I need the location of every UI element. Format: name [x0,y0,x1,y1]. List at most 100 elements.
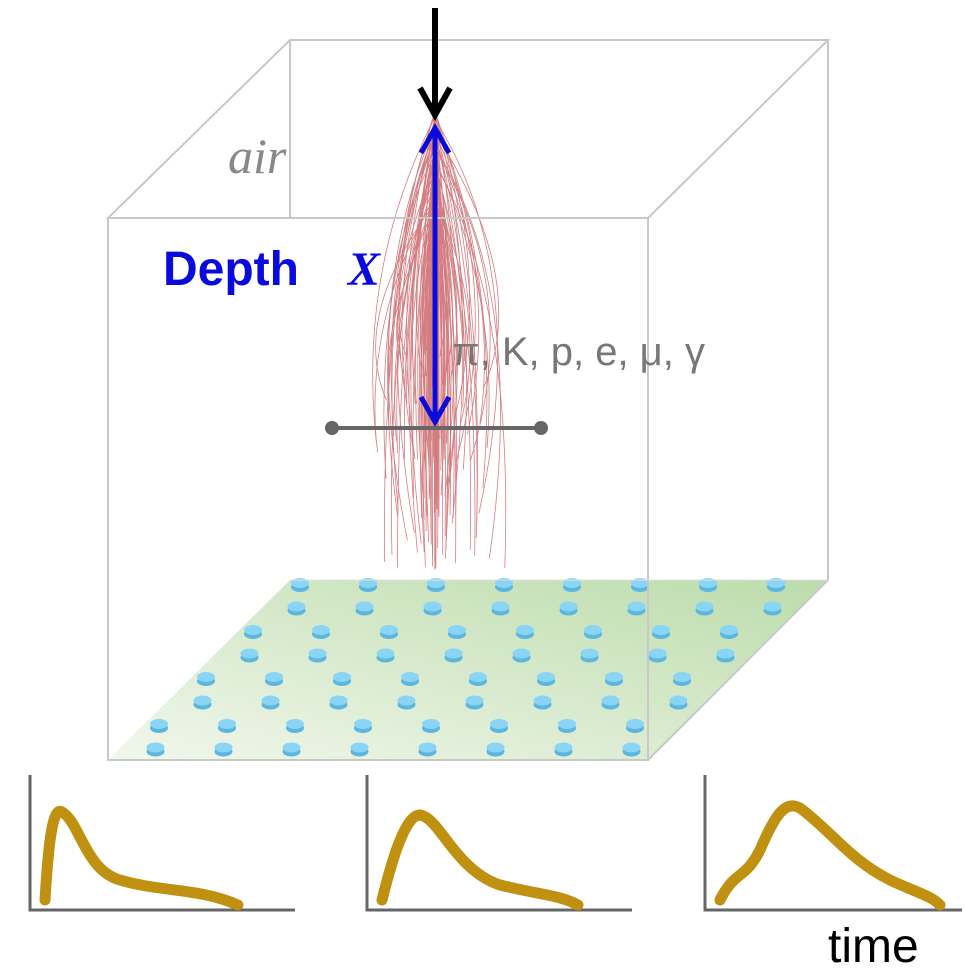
detector [401,672,419,682]
detector [490,719,508,729]
shower-track [434,159,458,380]
shower-track [415,139,436,378]
detector [312,625,330,635]
shower-track [434,111,478,539]
detector [580,648,599,659]
shower-track [434,118,498,514]
depth-symbol: X [346,243,381,296]
detector [486,742,505,753]
detector [218,719,236,729]
cube [105,39,831,580]
detector [669,695,688,706]
detector [627,601,646,612]
detector [512,648,531,659]
detector [558,719,576,729]
shower-track [372,116,436,453]
detector-array [146,578,785,757]
detector [444,648,463,659]
shower-track [425,197,436,532]
detector [286,719,304,729]
detector [537,672,555,682]
detector [491,601,510,612]
depth-label: Depth [163,243,299,296]
detector [763,601,782,612]
detector [261,695,280,706]
air-label: air [228,128,287,184]
detector [150,719,168,729]
shower-track [419,203,436,518]
shower-track [387,128,436,517]
shower-track [406,148,436,405]
detector [214,742,233,753]
signal-traces [39,800,946,911]
detector [465,695,484,706]
detector [716,648,735,659]
depth-arrowhead [418,122,452,155]
ground-plane [108,580,828,760]
detector [469,672,487,682]
detector [605,672,623,682]
detector [584,625,602,635]
shower-track [434,164,507,568]
shower-track [384,128,436,562]
time-label: time [828,920,919,973]
shower-track [410,205,436,544]
shower-track [434,129,478,524]
bar-end [325,421,339,435]
shower-track [388,206,436,374]
detector [601,695,620,706]
shower-track [434,123,480,435]
detector [448,625,466,635]
detector [422,719,440,729]
detector [329,695,348,706]
shower-track [434,201,471,428]
detector [333,672,351,682]
detector [244,625,262,635]
detector [626,719,644,729]
depth-arrowhead [418,395,452,428]
shower-track [434,167,476,556]
detector [673,672,691,682]
shower-track [394,198,436,442]
shower-track [391,129,436,511]
detector [559,601,578,612]
detector [652,625,670,635]
bar-end [534,421,548,435]
detector [397,695,416,706]
detector [282,742,301,753]
detector [380,625,398,635]
detector [240,648,259,659]
detector [720,625,738,635]
shower-track [408,152,436,553]
detector [308,648,327,659]
detector [554,742,573,753]
shower-track [375,202,436,401]
detector [533,695,552,706]
cube-edge [647,579,829,761]
cube-front [107,217,649,761]
shower-track [420,125,436,521]
detector [287,601,306,612]
shower-track [434,184,465,408]
shower-track [397,137,436,568]
detector [423,601,442,612]
detector [146,742,165,753]
detector [622,742,641,753]
shower-track [434,132,500,389]
primary-arrowhead [417,86,453,122]
detector [376,648,395,659]
detector [265,672,283,682]
detector [354,719,372,729]
detector [516,625,534,635]
detector [418,742,437,753]
detector [197,672,215,682]
detector [355,601,374,612]
detector [193,695,212,706]
detector [695,601,714,612]
shower-track [434,187,446,496]
particles-label: π, K, p, e, μ, γ [452,330,705,374]
signal-axes [28,775,962,912]
detector [648,648,667,659]
detector [350,742,369,753]
